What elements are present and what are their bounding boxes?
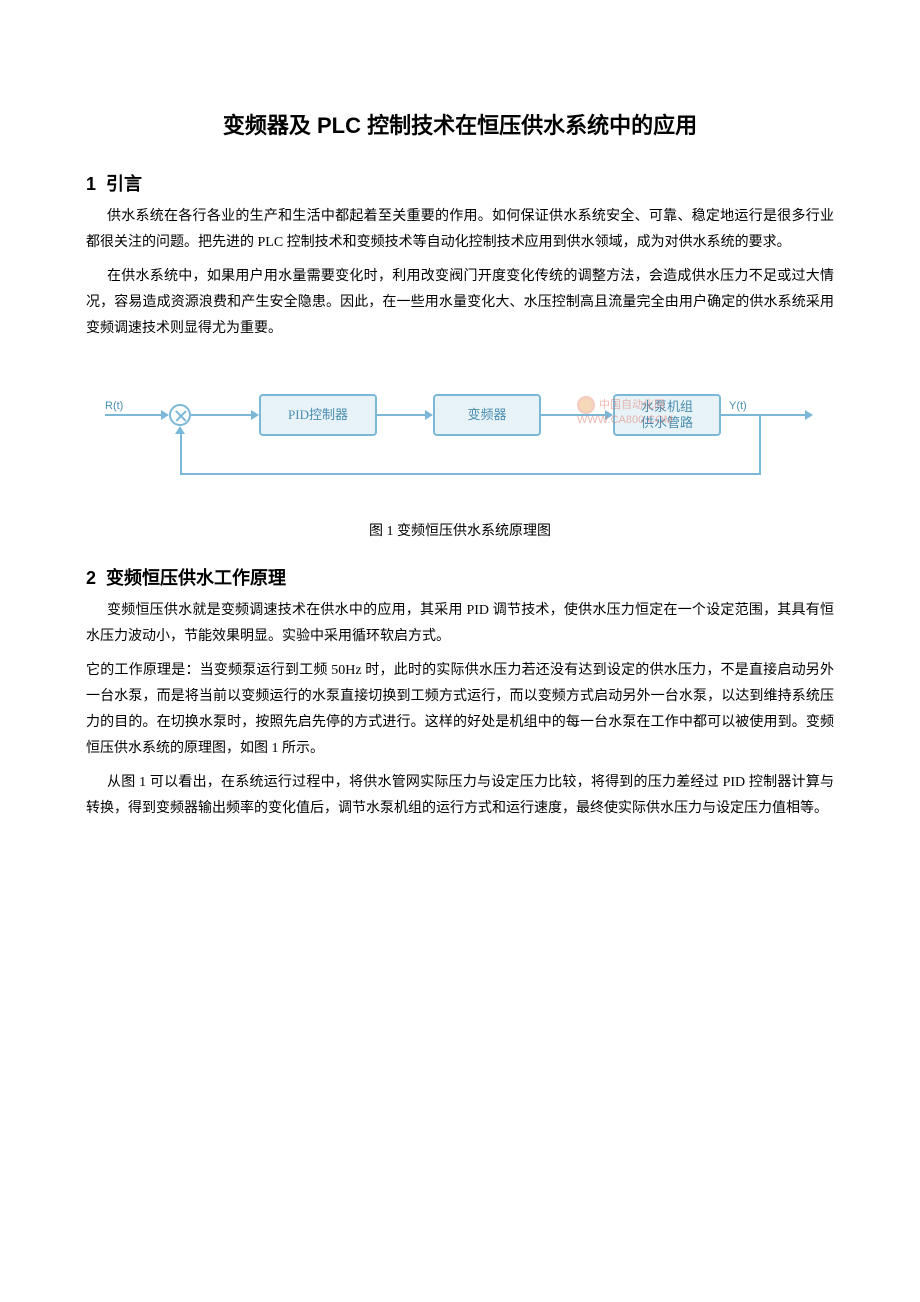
arrow-head-icon bbox=[425, 410, 433, 420]
figure-caption: 图 1 变频恒压供水系统原理图 bbox=[86, 520, 834, 540]
arrow-line bbox=[377, 414, 427, 416]
summing-junction bbox=[169, 404, 191, 426]
section-1-number: 1 bbox=[86, 174, 96, 194]
document-title: 变频器及 PLC 控制技术在恒压供水系统中的应用 bbox=[86, 108, 834, 140]
feedback-line bbox=[180, 473, 761, 475]
section-1-heading: 1 引言 bbox=[86, 170, 834, 196]
watermark-text: 中国自动化网 bbox=[599, 396, 665, 412]
arrow-head-icon bbox=[805, 410, 813, 420]
watermark-logo-icon bbox=[577, 396, 595, 414]
arrow-head-icon bbox=[161, 410, 169, 420]
arrow-head-icon bbox=[175, 426, 185, 434]
arrow-line bbox=[191, 414, 253, 416]
inverter-block: 变频器 bbox=[433, 394, 541, 436]
section-1-title: 引言 bbox=[106, 174, 142, 194]
section-2-number: 2 bbox=[86, 568, 96, 588]
arrow-head-icon bbox=[251, 410, 259, 420]
block-diagram: R(t) PID控制器 变频器 水泵机组 供水管路 Y(t) 中国自动化网 WW… bbox=[105, 382, 815, 502]
section-2-para-1: 变频恒压供水就是变频调速技术在供水中的应用，其采用 PID 调节技术，使供水压力… bbox=[86, 598, 834, 650]
section-2-para-3: 从图 1 可以看出，在系统运行过程中，将供水管网实际压力与设定压力比较，将得到的… bbox=[86, 770, 834, 822]
feedback-line bbox=[759, 415, 761, 475]
arrow-line bbox=[105, 414, 163, 416]
watermark-url: WWW.CA800.COM bbox=[577, 414, 673, 426]
feedback-line bbox=[180, 434, 182, 475]
section-1-para-2: 在供水系统中，如果用户用水量需要变化时，利用改变阀门开度变化传统的调整方法，会造… bbox=[86, 264, 834, 342]
section-2-para-2: 它的工作原理是：当变频泵运行到工频 50Hz 时，此时的实际供水压力若还没有达到… bbox=[86, 658, 834, 762]
arrow-line bbox=[721, 414, 807, 416]
section-2-title: 变频恒压供水工作原理 bbox=[106, 568, 286, 588]
output-label: Y(t) bbox=[729, 400, 747, 412]
pid-controller-block: PID控制器 bbox=[259, 394, 377, 436]
section-2-heading: 2 变频恒压供水工作原理 bbox=[86, 564, 834, 590]
section-1-para-1: 供水系统在各行各业的生产和生活中都起着至关重要的作用。如何保证供水系统安全、可靠… bbox=[86, 204, 834, 256]
input-label: R(t) bbox=[105, 400, 123, 412]
